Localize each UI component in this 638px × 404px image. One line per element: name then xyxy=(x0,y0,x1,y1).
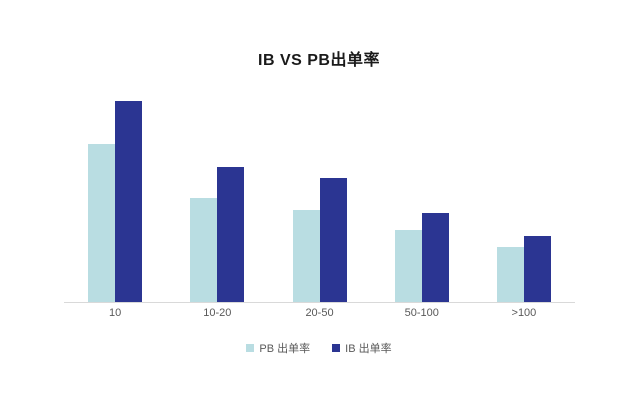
plot-area xyxy=(64,72,575,303)
bar-pb-20-50 xyxy=(292,210,320,302)
bar-group->100 xyxy=(473,72,575,302)
bar-ib-20-50 xyxy=(319,178,347,302)
bar-pb-50-100 xyxy=(394,230,422,302)
x-axis: 10 10-20 20-50 50-100 >100 xyxy=(64,307,575,319)
x-axis-label-10-20: 10-20 xyxy=(203,307,232,319)
bar-pb-10-20 xyxy=(190,198,218,302)
bar-group-10-20 xyxy=(166,72,268,302)
chart-title: IB VS PB出单率 xyxy=(258,52,380,69)
x-axis-label-20-50: 20-50 xyxy=(305,307,334,319)
legend-item-pb: PB 出单率 xyxy=(246,340,310,356)
legend-label-pb: PB 出单率 xyxy=(259,343,311,355)
bar-group-50-100 xyxy=(371,72,473,302)
bar-group-10 xyxy=(64,72,166,302)
legend-item-ib: IB 出单率 xyxy=(332,340,392,356)
legend-swatch-pb-icon xyxy=(246,344,255,352)
bar-ib-10 xyxy=(115,101,143,302)
bar-group-20-50 xyxy=(268,72,370,302)
bar-ib-50-100 xyxy=(421,213,449,302)
bar-pb->100 xyxy=(496,247,524,302)
x-axis-label->100: >100 xyxy=(511,307,537,319)
legend-swatch-ib-icon xyxy=(332,344,341,352)
x-axis-label-50-100: 50-100 xyxy=(404,307,439,319)
x-axis-label-10: 10 xyxy=(108,307,122,319)
bar-ib-10-20 xyxy=(217,167,245,302)
legend-label-ib: IB 出单率 xyxy=(345,343,392,355)
bar-ib->100 xyxy=(523,236,551,302)
legend: PB 出单率 IB 出单率 xyxy=(0,340,638,356)
bar-pb-10 xyxy=(88,144,116,302)
